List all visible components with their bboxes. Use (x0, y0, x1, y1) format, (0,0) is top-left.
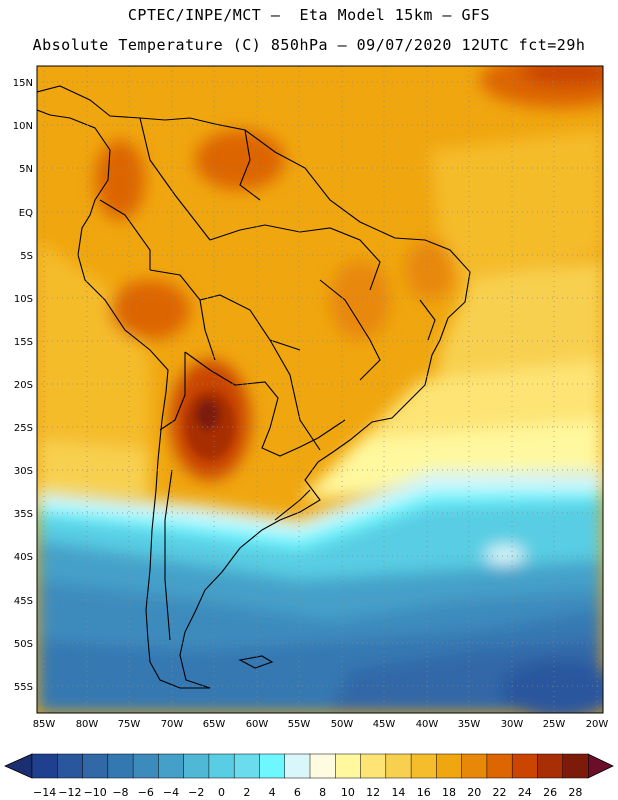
colorbar-tick-label: 6 (294, 786, 301, 799)
colorbar: −14 −12 −10 −8 −6 −4 −2 0 2 4 6 8 10 12 14 16 18 20 22 24 26… (4, 753, 614, 799)
lat-label: 35S (14, 509, 33, 520)
colorbar-tick-label: 2 (243, 786, 250, 799)
lat-label: 45S (14, 596, 33, 607)
colorbar-tick-label: 10 (341, 786, 355, 799)
colorbar-swatch (284, 753, 311, 779)
colorbar-tick-label: −2 (188, 786, 204, 799)
colorbar-swatch (461, 753, 488, 779)
colorbar-swatch (158, 753, 185, 779)
latitude-labels: 15N 10N 5N EQ 5S 10S 15S 20S 25S 30S 35S… (13, 78, 33, 693)
colorbar-tick-label: 22 (493, 786, 507, 799)
colorbar-tick-label: 18 (442, 786, 456, 799)
lon-label: 65W (203, 719, 226, 730)
colorbar-tick-label: 12 (366, 786, 380, 799)
colorbar-swatch (486, 753, 513, 779)
colorbar-tick-label: −12 (58, 786, 81, 799)
colorbar-swatch (57, 753, 84, 779)
lat-label: 5S (20, 251, 33, 262)
colorbar-under-arrow (4, 753, 33, 779)
colorbar-tick-label: 0 (218, 786, 225, 799)
colorbar-swatch (31, 753, 58, 779)
lat-label: 50S (14, 639, 33, 650)
colorbar-ticks: −14 −12 −10 −8 −6 −4 −2 0 2 4 6 8 10 12 14 16 18 20 22 24 26… (33, 786, 582, 799)
colorbar-swatch (259, 753, 286, 779)
lon-label: 80W (76, 719, 99, 730)
lon-label: 85W (33, 719, 56, 730)
colorbar-swatch (410, 753, 437, 779)
colorbar-swatches (31, 753, 589, 779)
lat-label: 25S (14, 423, 33, 434)
colorbar-swatch (537, 753, 564, 779)
map-frame (36, 65, 604, 714)
colorbar-swatch (132, 753, 159, 779)
colorbar-swatch (183, 753, 210, 779)
lat-label: 10S (14, 294, 33, 305)
lat-label: 5N (19, 164, 33, 175)
colorbar-swatch (208, 753, 235, 779)
title-line-2: Absolute Temperature (C) 850hPa – 09/07/… (32, 36, 586, 54)
lon-label: 35W (458, 719, 481, 730)
lon-label: 20W (586, 719, 609, 730)
lat-label: 40S (14, 552, 33, 563)
colorbar-tick-label: 4 (269, 786, 276, 799)
lon-label: 75W (118, 719, 141, 730)
colorbar-tick-label: −6 (138, 786, 154, 799)
lat-label: 55S (14, 682, 33, 693)
lat-label: 15N (13, 78, 33, 89)
lon-label: 50W (331, 719, 354, 730)
colorbar-swatch (436, 753, 463, 779)
lon-label: 25W (543, 719, 566, 730)
colorbar-swatch (385, 753, 412, 779)
lat-label: EQ (19, 208, 33, 219)
colorbar-tick-label: −10 (84, 786, 107, 799)
temperature-field (37, 66, 603, 713)
colorbar-swatch (233, 753, 260, 779)
colorbar-tick-label: −8 (112, 786, 128, 799)
lon-label: 55W (288, 719, 311, 730)
colorbar-tick-label: −4 (163, 786, 179, 799)
colorbar-tick-label: 24 (518, 786, 532, 799)
lon-label: 30W (501, 719, 524, 730)
colorbar-tick-label: 20 (467, 786, 481, 799)
colorbar-swatch (107, 753, 134, 779)
lon-label: 70W (161, 719, 184, 730)
colorbar-tick-label: 28 (568, 786, 582, 799)
colorbar-swatch (82, 753, 109, 779)
colorbar-tick-label: 26 (543, 786, 557, 799)
longitude-labels: 85W 80W 75W 70W 65W 60W 55W 50W 45W 40W … (33, 719, 609, 730)
lon-label: 45W (373, 719, 396, 730)
coastline (37, 85, 471, 689)
colorbar-over-arrow (587, 753, 614, 779)
lat-label: 20S (14, 380, 33, 391)
lon-label: 60W (246, 719, 269, 730)
colorbar-tick-label: −14 (33, 786, 56, 799)
lon-label: 40W (416, 719, 439, 730)
colorbar-tick-label: 8 (319, 786, 326, 799)
title-line-1: CPTEC/INPE/MCT – Eta Model 15km – GFS (127, 6, 491, 24)
colorbar-swatch (335, 753, 362, 779)
lat-label: 10N (13, 121, 33, 132)
colorbar-swatch (309, 753, 336, 779)
lat-label: 30S (14, 466, 33, 477)
colorbar-tick-label: 16 (417, 786, 431, 799)
lat-label: 15S (14, 337, 33, 348)
colorbar-swatch (360, 753, 387, 779)
colorbar-swatch (511, 753, 538, 779)
colorbar-swatch (562, 753, 589, 779)
colorbar-tick-label: 14 (391, 786, 405, 799)
